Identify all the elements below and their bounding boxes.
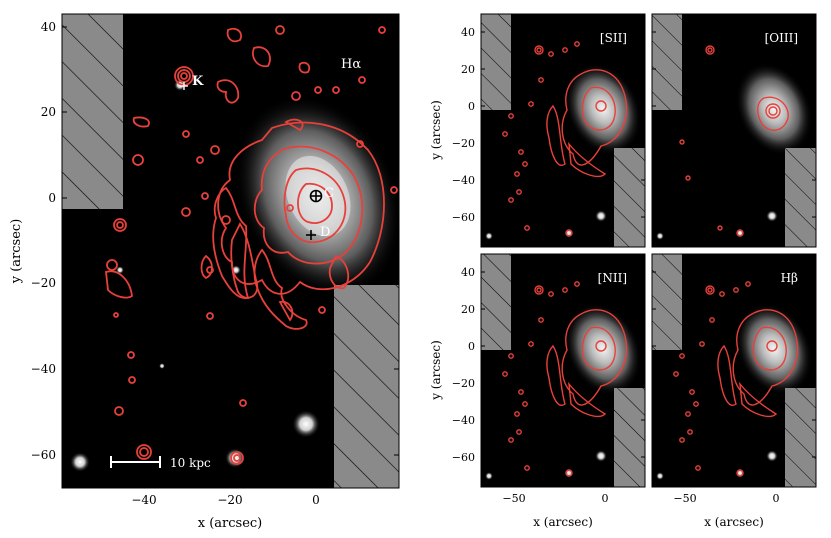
galaxy-emission [735, 302, 813, 396]
x-tick-label: −50 [673, 492, 696, 505]
scale-bar-label: 10 kpc [170, 456, 211, 470]
panel-frame [480, 253, 646, 488]
h-alpha-contours [105, 25, 398, 465]
masked-region-hatch [614, 388, 645, 487]
star [485, 472, 493, 480]
y-tick-label: 40 [461, 26, 475, 39]
star [225, 448, 245, 468]
y-tick-label: −40 [452, 414, 475, 427]
x-tick-label: −20 [217, 493, 242, 507]
marker-c: C [309, 186, 334, 203]
small-y-axis-label-bottom: y (arcsec) [429, 340, 443, 401]
small-x-axis-label-left: x (arcsec) [533, 515, 593, 529]
x-tick-label: −40 [131, 493, 156, 507]
y-tick-label: −40 [452, 174, 475, 187]
masked-region-hatch [481, 14, 511, 110]
main-panel: C D K Hα 10 kpc [9, 13, 400, 531]
marker-c-label: C [324, 186, 334, 201]
y-tick-label: 20 [41, 105, 56, 119]
main-x-axis-label: x (arcsec) [198, 516, 263, 531]
masked-region-hatch [785, 388, 816, 487]
small-y-axis-label-top: y (arcsec) [429, 100, 443, 161]
y-tick-label: 0 [468, 340, 475, 353]
star [485, 232, 493, 240]
star [656, 472, 664, 480]
masked-region-hatch [481, 254, 511, 350]
y-tick-label: −20 [452, 137, 475, 150]
y-tick-label: −20 [452, 377, 475, 390]
x-tick-label: 0 [602, 492, 609, 505]
marker-k-label: K [192, 74, 204, 89]
star [70, 452, 90, 472]
star [656, 232, 664, 240]
masked-region-hatch [785, 148, 816, 247]
y-tick-label: 40 [41, 20, 56, 34]
panel-line-label: [SII] [600, 31, 627, 45]
masked-region-hatch [614, 148, 645, 247]
star [766, 210, 778, 222]
emission-contours [502, 281, 628, 477]
masked-region-hatch [652, 254, 682, 350]
galaxy-emission [564, 302, 642, 396]
x-tick-label: 0 [773, 492, 780, 505]
emission-contours [502, 41, 628, 237]
y-tick-label: −60 [31, 448, 56, 462]
scale-bar: 10 kpc [110, 456, 211, 470]
small-panel-2: [OIII] [651, 13, 817, 248]
masked-region-hatch [62, 14, 123, 209]
star [595, 210, 607, 222]
small-panel-4: Hβ −50 0 [651, 253, 817, 505]
star [766, 450, 778, 462]
panel-line-label: [OIII] [765, 31, 798, 45]
marker-k: K [180, 74, 204, 90]
marker-d: D [306, 225, 330, 240]
y-tick-label: 20 [461, 303, 475, 316]
emission-contours [673, 281, 799, 477]
y-tick-label: −60 [452, 211, 475, 224]
main-y-axis-label: y (arcsec) [9, 219, 24, 285]
small-x-axis-label-right: x (arcsec) [704, 515, 764, 529]
y-tick-label: 20 [461, 63, 475, 76]
galaxy-emission [564, 62, 642, 156]
galaxy-emission [735, 62, 813, 156]
panel-frame [651, 13, 817, 248]
star [292, 410, 320, 438]
x-tick-label: 0 [312, 493, 320, 507]
small-panels: [SII] 40 20 0 −20 −40 −60 [OIII] [NII] 40 20 0 −20 −4… [452, 13, 817, 505]
y-tick-label: −20 [31, 276, 56, 290]
y-tick-label: 40 [461, 266, 475, 279]
panel-frame [480, 13, 646, 248]
marker-d-label: D [320, 225, 330, 240]
main-line-label: Hα [341, 57, 361, 72]
y-tick-label: 0 [468, 100, 475, 113]
small-panel-3: [NII] 40 20 0 −20 −40 −60 −50 0 [452, 253, 646, 505]
panel-frame [651, 253, 817, 488]
y-tick-label: −60 [452, 451, 475, 464]
masked-region-hatch [334, 285, 399, 488]
star [595, 450, 607, 462]
masked-region-hatch [652, 14, 682, 110]
emission-contours [679, 45, 789, 237]
y-tick-label: 0 [48, 191, 56, 205]
panel-line-label: [NII] [598, 271, 627, 285]
y-tick-label: −40 [31, 362, 56, 376]
panel-line-label: Hβ [781, 271, 798, 285]
x-tick-label: −50 [502, 492, 525, 505]
small-panel-1: [SII] 40 20 0 −20 −40 −60 [452, 13, 646, 248]
